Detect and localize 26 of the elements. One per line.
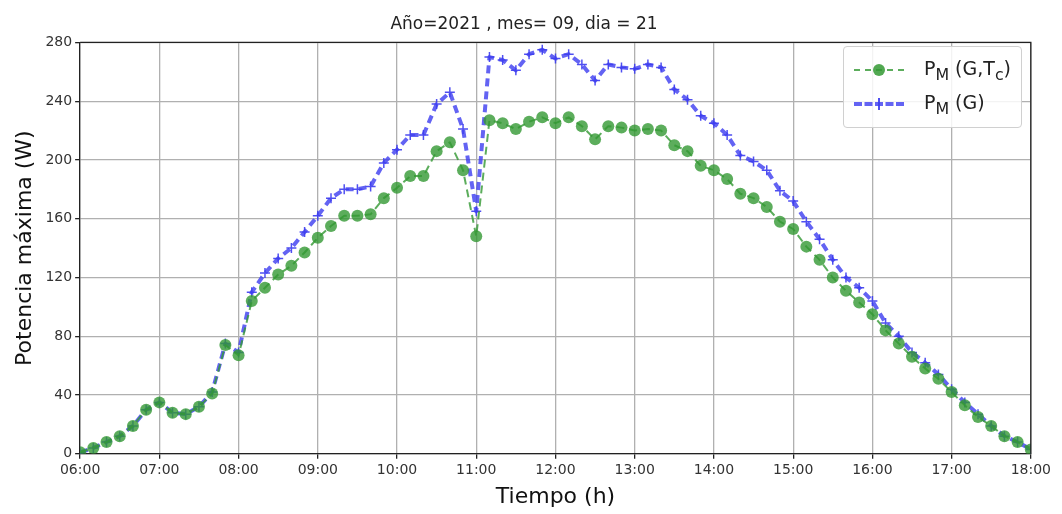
y-axis-title: Potencia máxima (W) bbox=[10, 130, 36, 366]
y-tick-label: 240 bbox=[45, 91, 73, 108]
x-tick-label: 09:00 bbox=[297, 460, 338, 477]
x-tick-label: 18:00 bbox=[1010, 460, 1052, 477]
x-tick-label: 15:00 bbox=[772, 460, 814, 477]
y-tick-label: 80 bbox=[54, 326, 73, 343]
x-tick-label: 06:00 bbox=[59, 460, 101, 477]
chart-title: Año=2021 , mes= 09, dia = 21 bbox=[390, 12, 658, 33]
y-tick-label: 160 bbox=[45, 209, 73, 226]
x-tick-label: 16:00 bbox=[852, 460, 893, 477]
x-tick-label: 11:00 bbox=[456, 460, 497, 477]
legend-label: P$_{M}$ (G,T$_{c}$) bbox=[923, 56, 1011, 84]
y-tick-label: 280 bbox=[45, 33, 73, 50]
x-tick-label: 13:00 bbox=[614, 460, 655, 477]
y-tick-label: 120 bbox=[45, 268, 73, 285]
x-tick-label: 08:00 bbox=[218, 460, 259, 477]
x-tick-label: 12:00 bbox=[535, 460, 576, 477]
y-tick-label: 40 bbox=[54, 385, 73, 402]
x-tick-label: 14:00 bbox=[693, 460, 735, 477]
y-tick-label: 0 bbox=[63, 444, 73, 461]
x-tick-label: 07:00 bbox=[139, 460, 180, 477]
x-axis-title: Tiempo (h) bbox=[494, 482, 616, 508]
legend-label: P$_{M}$ (G) bbox=[923, 90, 985, 118]
x-tick-label: 17:00 bbox=[931, 460, 972, 477]
x-tick-label: 10:00 bbox=[376, 460, 418, 477]
y-tick-label: 200 bbox=[45, 150, 73, 167]
